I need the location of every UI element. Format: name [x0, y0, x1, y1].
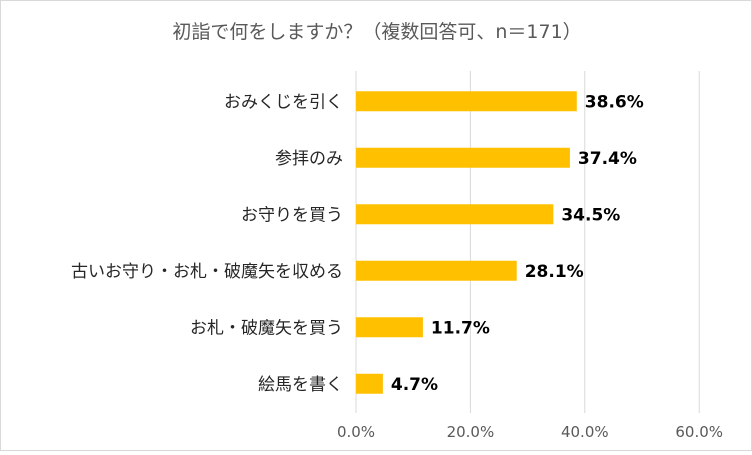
chart-title: 初詣で何をしますか？（複数回答可、n＝171）	[172, 21, 581, 43]
gridlines	[355, 71, 700, 413]
x-tick-label-0: 0.0%	[337, 423, 375, 441]
category-label-3: 古いお守り・お札・破魔矢を収める	[71, 262, 343, 282]
data-label-2: 34.5%	[561, 205, 620, 225]
category-label-2: お守りを買う	[241, 205, 343, 225]
data-label-1: 37.4%	[578, 149, 637, 169]
data-label-5: 4.7%	[391, 375, 438, 395]
bar-3	[356, 260, 517, 281]
x-tick-label-3: 60.0%	[675, 423, 723, 441]
bar-5	[356, 373, 383, 394]
bar-1	[356, 147, 570, 168]
bar-2	[356, 204, 554, 225]
category-label-5: 絵馬を書く	[258, 375, 343, 395]
x-tick-label-1: 20.0%	[447, 423, 495, 441]
category-label-1: 参拝のみ	[275, 149, 343, 169]
data-label-4: 11.7%	[431, 318, 490, 338]
bars	[356, 91, 577, 394]
labels: 0.0% 20.0% 40.0% 60.0% おみくじを引く 38.6% 参拝のみ 37.4%…	[71, 92, 723, 441]
bar-4	[356, 317, 423, 338]
category-label-0: おみくじを引く	[224, 92, 343, 112]
category-label-4: お札・破魔矢を買う	[190, 318, 343, 338]
x-tick-label-2: 40.0%	[561, 423, 609, 441]
bar-0	[356, 91, 577, 112]
data-label-3: 28.1%	[525, 262, 584, 282]
data-label-0: 38.6%	[585, 92, 644, 112]
